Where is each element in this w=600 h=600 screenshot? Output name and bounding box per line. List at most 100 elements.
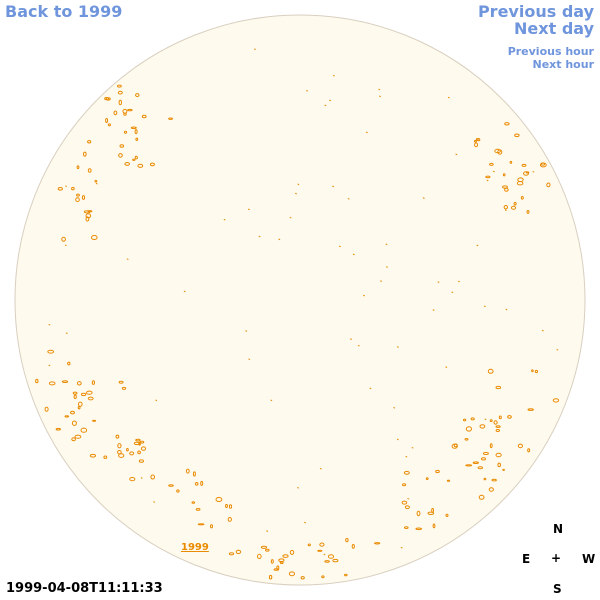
contour-mark <box>502 468 505 471</box>
contour-mark <box>526 210 530 214</box>
contour-mark <box>477 466 483 470</box>
contour-mark <box>347 197 350 200</box>
contour-mark <box>87 168 92 173</box>
contour-mark <box>119 144 125 148</box>
contour-mark <box>78 401 83 407</box>
contour-mark <box>344 573 348 577</box>
contour-mark <box>332 558 339 563</box>
contour-mark <box>487 368 494 374</box>
contour-mark <box>297 486 300 489</box>
contour-mark <box>77 406 81 410</box>
contour-mark <box>268 574 273 580</box>
contour-mark <box>150 474 155 480</box>
year-link[interactable]: 1999 <box>181 542 209 553</box>
contour-mark <box>365 131 368 134</box>
contour-mark <box>329 99 332 102</box>
contour-mark <box>117 84 122 88</box>
contour-mark <box>118 153 123 158</box>
contour-mark <box>132 158 136 162</box>
contour-mark <box>447 96 450 99</box>
contour-mark <box>491 478 497 482</box>
contour-mark <box>396 438 399 441</box>
contour-mark <box>489 419 493 423</box>
contour-mark <box>486 179 489 182</box>
contour-mark <box>463 418 467 422</box>
contour-mark <box>504 187 509 192</box>
next-day-link[interactable]: Next day <box>514 19 594 38</box>
previous-hour-link[interactable]: Previous hour <box>507 45 594 58</box>
contour-mark <box>65 332 68 335</box>
contour-mark <box>80 427 88 433</box>
contour-mark <box>323 553 326 556</box>
contour-mark <box>378 88 381 91</box>
contour-mark <box>332 185 335 188</box>
contour-mark <box>235 549 242 555</box>
contour-mark <box>168 484 174 487</box>
contour-mark <box>35 378 39 384</box>
previous-day-link[interactable]: Previous day <box>477 2 594 21</box>
contour-mark <box>464 438 469 441</box>
contour-mark <box>85 213 92 219</box>
compass-center: + <box>551 551 562 565</box>
contour-mark <box>129 451 135 456</box>
contour-mark <box>393 406 396 409</box>
contour-mark <box>105 97 111 101</box>
contour-mark <box>505 308 508 311</box>
contour-mark <box>215 497 223 502</box>
contour-mark <box>527 448 531 453</box>
contour-mark <box>465 464 473 467</box>
contour-mark <box>253 48 256 51</box>
contour-mark <box>129 477 136 482</box>
contour-mark <box>121 386 127 390</box>
contour-mark <box>192 471 196 477</box>
contour-mark <box>401 500 408 505</box>
contour-mark <box>141 114 147 119</box>
contour-mark <box>369 387 372 390</box>
contour-mark <box>123 112 127 116</box>
contour-mark <box>379 95 382 98</box>
contour-mark <box>76 165 80 169</box>
contour-mark <box>89 453 97 458</box>
contour-mark <box>352 253 355 256</box>
contour-mark <box>127 108 133 112</box>
contour-mark <box>85 216 90 222</box>
contour-mark <box>504 122 510 126</box>
contour-mark <box>523 171 529 176</box>
contour-mark <box>258 235 261 238</box>
contour-mark <box>257 553 262 560</box>
contour-mark <box>75 197 80 203</box>
contour-mark <box>105 118 109 123</box>
contour-mark <box>404 526 409 529</box>
contour-mark <box>319 467 322 470</box>
contour-mark <box>245 330 248 332</box>
observation-timestamp: 1999-04-08T11:11:33 <box>6 581 163 596</box>
contour-mark <box>288 571 295 577</box>
contour-mark <box>415 527 423 531</box>
contour-mark <box>527 408 534 411</box>
contour-mark <box>149 162 155 167</box>
contour-mark <box>432 523 436 529</box>
contour-mark <box>227 517 232 522</box>
back-to-year-link[interactable]: Back to 1999 <box>5 2 123 21</box>
contour-mark <box>92 419 97 422</box>
contour-mark <box>534 369 539 374</box>
contour-mark <box>473 139 477 143</box>
contour-mark <box>80 392 87 397</box>
contour-mark <box>416 510 421 517</box>
contour-mark <box>435 469 440 474</box>
contour-mark <box>118 453 125 458</box>
contour-mark <box>451 291 454 294</box>
contour-mark <box>44 406 49 412</box>
year-link-label: 1999 <box>181 542 209 553</box>
contour-mark <box>489 443 493 449</box>
contour-mark <box>385 266 388 268</box>
contour-mark <box>126 448 129 452</box>
contour-mark <box>64 244 67 247</box>
contour-mark <box>67 361 71 366</box>
contour-mark <box>72 391 78 395</box>
next-hour-link[interactable]: Next hour <box>532 58 595 71</box>
contour-mark <box>474 142 479 148</box>
contour-mark <box>497 462 502 468</box>
contour-mark <box>485 175 491 179</box>
